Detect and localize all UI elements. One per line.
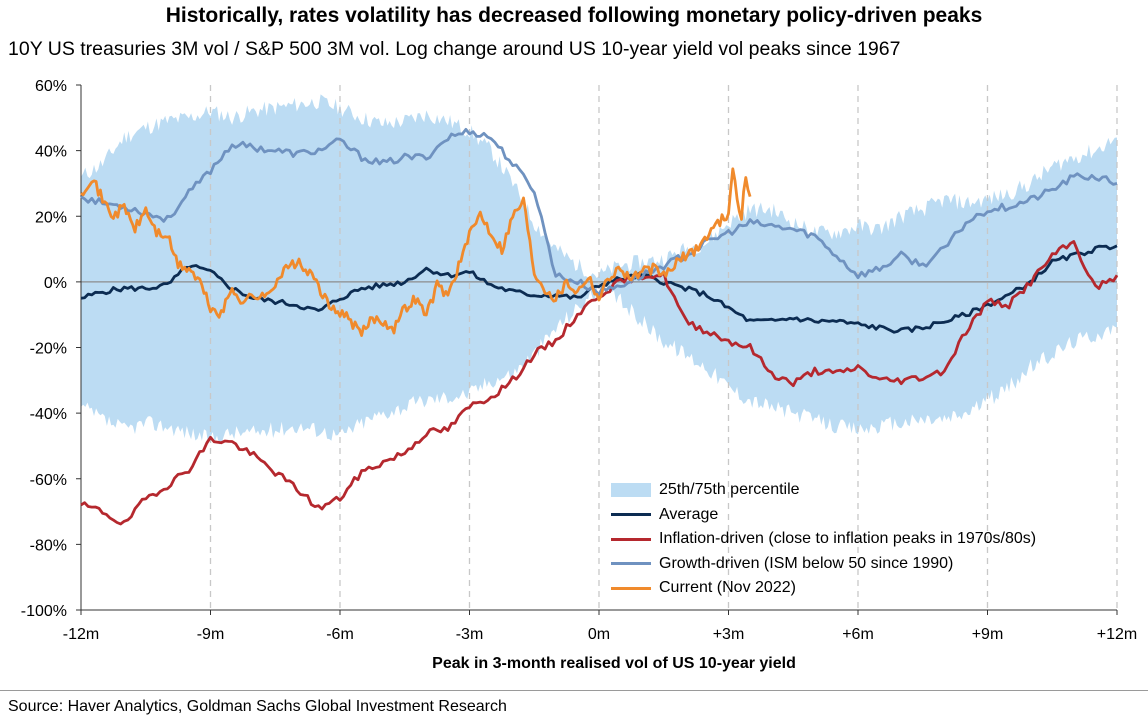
chart-subtitle: 10Y US treasuries 3M vol / S&P 500 3M vo… (8, 38, 901, 60)
x-tick-label: +9m (972, 626, 1004, 643)
source-note: Source: Haver Analytics, Goldman Sachs G… (8, 698, 507, 715)
x-tick-label: 0m (588, 626, 610, 643)
y-tick-label: -60% (30, 472, 67, 489)
x-tick-label: -3m (456, 626, 484, 643)
series-line-3 (80, 128, 1118, 296)
legend-swatch (611, 586, 651, 590)
y-tick-label: 20% (35, 209, 67, 226)
legend-item: Average (611, 503, 1036, 528)
legend-item: 25th/75th percentile (611, 478, 1036, 503)
y-tick-label: 40% (35, 144, 67, 161)
percentile-band (81, 94, 1117, 445)
x-tick-label: +6m (842, 626, 874, 643)
legend-item: Growth-driven (ISM below 50 since 1990) (611, 552, 1036, 577)
legend-label: Average (659, 505, 719, 523)
legend-label: 25th/75th percentile (659, 481, 800, 499)
legend-label: Inflation-driven (close to inflation pea… (659, 530, 1037, 548)
legend-swatch (611, 537, 651, 541)
y-tick-label: -40% (30, 406, 67, 423)
chart-legend: 25th/75th percentile Average Inflation-dri… (611, 478, 1036, 601)
legend-label: Current (Nov 2022) (659, 579, 796, 597)
y-tick-label: -20% (30, 341, 67, 358)
legend-swatch (611, 562, 651, 566)
source-divider (0, 690, 1148, 691)
x-tick-label: -12m (63, 626, 99, 643)
x-tick-label: -9m (197, 626, 225, 643)
legend-item: Inflation-driven (close to inflation pea… (611, 527, 1036, 552)
y-tick-label: 60% (35, 78, 67, 95)
chart-title: Historically, rates volatility has decre… (165, 4, 983, 27)
x-tick-label: +12m (1097, 626, 1137, 643)
y-tick-label: -80% (30, 537, 67, 554)
y-tick-label: -100% (21, 603, 67, 620)
chart-svg: -100% -80% -60% -40% -20% 0% 20% 40% 60% -12m -9m -… (21, 78, 1137, 672)
x-axis-title: Peak in 3-month realised vol of US 10-ye… (432, 655, 796, 672)
x-tick-label: +3m (713, 626, 745, 643)
legend-item: Current (Nov 2022) (611, 576, 1036, 601)
legend-swatch (611, 513, 651, 517)
legend-swatch (611, 483, 651, 498)
series-line-4 (80, 167, 752, 337)
legend-label: Growth-driven (ISM below 50 since 1990) (659, 554, 954, 572)
x-tick-label: -6m (326, 626, 354, 643)
y-tick-label: 0% (44, 275, 67, 292)
